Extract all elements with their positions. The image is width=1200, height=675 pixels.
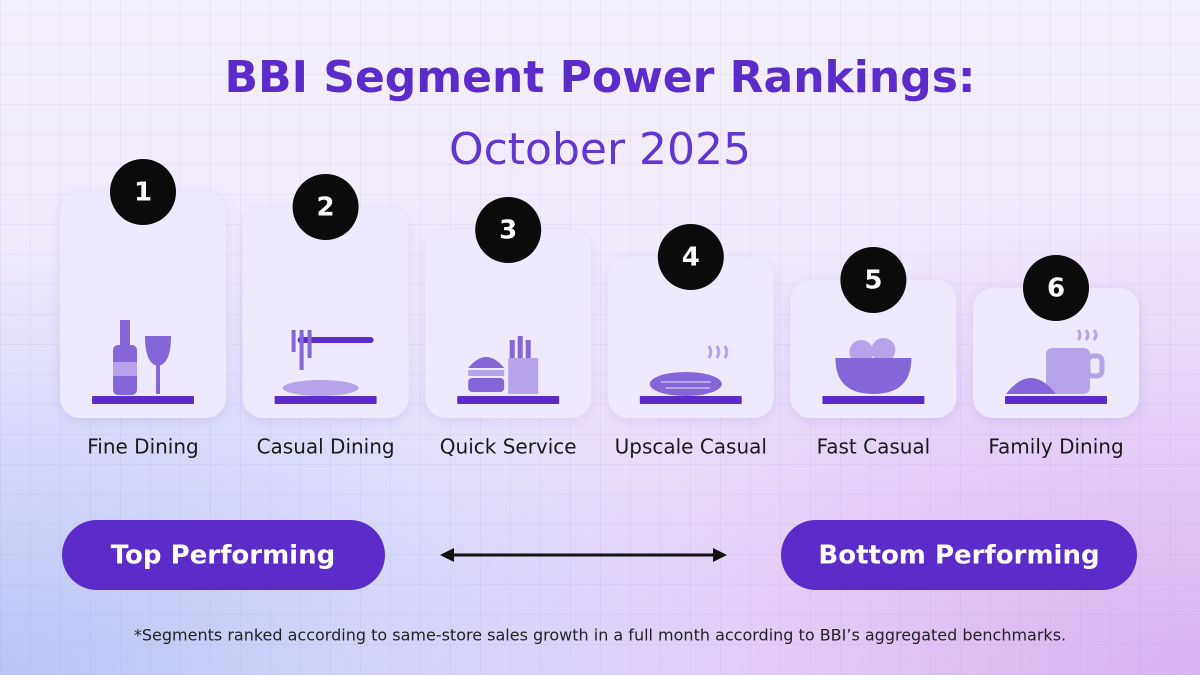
icon-part [1076, 329, 1098, 341]
card [607, 257, 774, 418]
top-pill [62, 520, 385, 590]
card [242, 207, 409, 418]
icon-part [120, 320, 130, 350]
icon-part [871, 338, 896, 362]
rank-badge [657, 224, 724, 290]
tray [1005, 396, 1107, 404]
rank-badge [110, 159, 176, 225]
rank-number: 5 [864, 266, 882, 296]
rank-badge [475, 197, 542, 263]
footnote: *Segments ranked according to same-store… [134, 626, 1066, 645]
icon-part [468, 370, 505, 376]
segment-label: Fast Casual [817, 435, 931, 459]
tray [274, 396, 377, 404]
icon-part [282, 380, 359, 396]
icon-part [649, 372, 722, 396]
tray [92, 396, 194, 404]
tray [639, 396, 742, 404]
segment-card: 1 Fine Dining [60, 159, 226, 459]
card [60, 192, 226, 418]
icon-part [468, 357, 505, 368]
icon-part [291, 330, 312, 370]
segment-card: 2 Casual Dining [242, 174, 409, 459]
segment-label: Upscale Casual [615, 435, 767, 459]
bottom-label: Bottom Performing [818, 541, 1099, 571]
segment-card: 6 Family Dining [973, 255, 1139, 459]
rank-badge [840, 247, 907, 313]
icon-part [1046, 348, 1090, 394]
icon-part [707, 345, 729, 359]
segment-label: Quick Service [440, 435, 577, 459]
rank-number: 4 [682, 243, 700, 273]
icon-part [468, 378, 505, 392]
icon-part [508, 358, 539, 394]
icon-part [113, 362, 137, 376]
rank-number: 1 [134, 178, 152, 208]
icon-part [835, 358, 912, 394]
top-label: Top Performing [111, 541, 335, 571]
segment-label: Family Dining [988, 435, 1123, 459]
icon-part [145, 336, 171, 366]
segment-label: Fine Dining [87, 435, 199, 459]
arrow [440, 548, 727, 562]
rank-number: 3 [499, 216, 517, 246]
segment-card: 5 Fast Casual [790, 247, 957, 459]
segment-card: 4 Upscale Casual [607, 224, 774, 459]
icon-part [156, 364, 160, 394]
icon-part [1085, 353, 1105, 379]
icon-part [660, 381, 711, 389]
bottom-pill [781, 520, 1137, 590]
tray [457, 396, 560, 404]
rank-number: 2 [317, 193, 335, 223]
card [425, 230, 592, 418]
title: BBI Segment Power Rankings: [225, 52, 976, 103]
subtitle: October 2025 [449, 124, 751, 175]
rank-badge [292, 174, 359, 240]
icon-part [509, 336, 531, 360]
tray [822, 396, 925, 404]
rank-number: 6 [1047, 274, 1065, 304]
segment-label: Casual Dining [257, 435, 395, 459]
icon-part [1006, 378, 1056, 394]
rank-badge [1023, 255, 1089, 321]
segment-card: 3 Quick Service [425, 197, 592, 459]
